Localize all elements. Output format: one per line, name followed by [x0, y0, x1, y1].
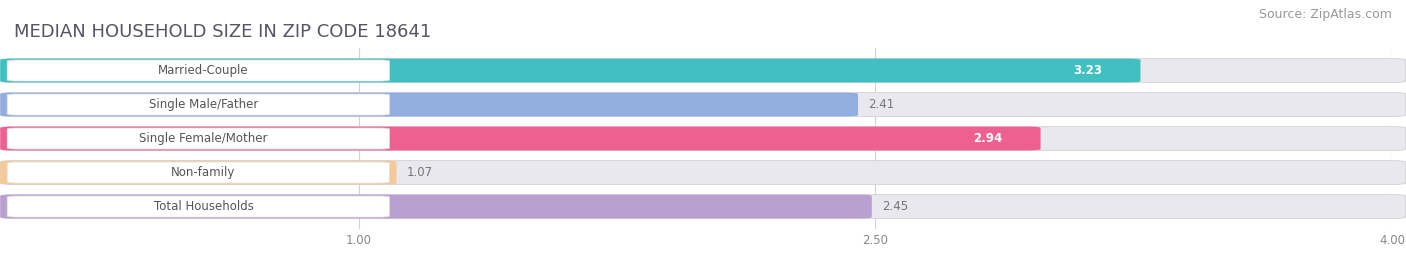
FancyBboxPatch shape: [0, 59, 1406, 82]
FancyBboxPatch shape: [0, 195, 1406, 218]
Text: Married-Couple: Married-Couple: [159, 64, 249, 77]
Text: Single Female/Mother: Single Female/Mother: [139, 132, 267, 145]
Text: 2.41: 2.41: [869, 98, 894, 111]
Text: 3.23: 3.23: [1074, 64, 1102, 77]
FancyBboxPatch shape: [7, 128, 389, 149]
Text: Single Male/Father: Single Male/Father: [149, 98, 259, 111]
FancyBboxPatch shape: [0, 93, 858, 116]
Text: Non-family: Non-family: [172, 166, 236, 179]
FancyBboxPatch shape: [0, 59, 1140, 82]
Text: 2.94: 2.94: [973, 132, 1002, 145]
FancyBboxPatch shape: [7, 60, 389, 81]
Text: Total Households: Total Households: [153, 200, 253, 213]
Text: 1.07: 1.07: [406, 166, 433, 179]
Text: 2.45: 2.45: [882, 200, 908, 213]
FancyBboxPatch shape: [0, 127, 1406, 150]
Text: Source: ZipAtlas.com: Source: ZipAtlas.com: [1258, 8, 1392, 21]
FancyBboxPatch shape: [0, 161, 1406, 185]
FancyBboxPatch shape: [0, 127, 1040, 150]
FancyBboxPatch shape: [7, 162, 389, 183]
FancyBboxPatch shape: [7, 94, 389, 115]
Text: MEDIAN HOUSEHOLD SIZE IN ZIP CODE 18641: MEDIAN HOUSEHOLD SIZE IN ZIP CODE 18641: [14, 23, 432, 41]
FancyBboxPatch shape: [0, 195, 872, 218]
FancyBboxPatch shape: [0, 93, 1406, 116]
FancyBboxPatch shape: [0, 161, 396, 185]
FancyBboxPatch shape: [7, 196, 389, 217]
